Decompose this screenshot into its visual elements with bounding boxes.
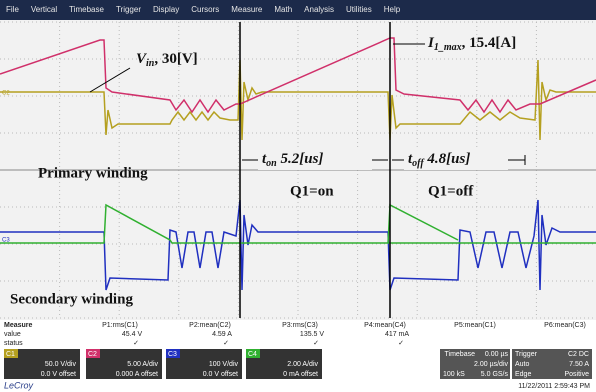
menu-item[interactable]: Math xyxy=(274,5,292,14)
menu-item[interactable]: Utilities xyxy=(346,5,372,14)
menu-item[interactable]: Vertical xyxy=(31,5,57,14)
channel-name: C2 xyxy=(88,351,97,358)
menu-item[interactable]: Cursors xyxy=(191,5,219,14)
scope-screen: File Vertical Timebase Trigger Display Cursor… xyxy=(0,0,596,392)
timebase-delay: 0.00 µs xyxy=(485,351,509,358)
measure-name: P5:mean(C1) xyxy=(454,322,496,329)
measure-table: P1:rms(C1) 45.4 V ✓ P2:mean(C2) 4.59 A ✓ P3:rm… xyxy=(102,322,586,347)
timebase-rate: 5.0 GS/s xyxy=(481,371,509,378)
measure-status: ✓ xyxy=(223,340,229,347)
measure-value: 417 mA xyxy=(385,331,409,338)
menu-item[interactable]: Analysis xyxy=(304,5,334,14)
brand: LeCroy xyxy=(4,380,34,390)
trigger-mode: Auto xyxy=(515,361,530,368)
menu-item[interactable]: Display xyxy=(153,5,179,14)
trigger-title: Trigger xyxy=(515,351,538,358)
channel-boxes: C1 50.0 V/div 0.0 V offset C2 5.00 A/div 0.00… xyxy=(4,349,322,379)
trace-label: C3 xyxy=(2,238,10,244)
measure-name: P4:mean(C4) xyxy=(364,322,406,329)
measure-status: ✓ xyxy=(398,340,404,347)
measure-value: 135.5 V xyxy=(300,331,324,338)
measure-value: 45.4 V xyxy=(122,331,143,338)
channel-name: C1 xyxy=(6,351,15,358)
trigger-level: 7.50 A xyxy=(569,361,589,368)
measure-value: 4.59 A xyxy=(212,331,232,338)
measure-row-label: status xyxy=(4,340,23,347)
channel-offset: 0.0 V offset xyxy=(41,371,76,378)
measure-title: Measure xyxy=(4,322,33,329)
measure-name: P2:mean(C2) xyxy=(189,322,231,329)
measure-status: ✓ xyxy=(133,340,139,347)
label-secondary: Secondary winding xyxy=(10,291,133,307)
channel-name: C3 xyxy=(168,351,177,358)
channel-offset: 0 mA offset xyxy=(283,371,318,378)
label-primary: Primary winding xyxy=(38,165,148,181)
timebase-div: 2.00 µs/div xyxy=(474,361,508,368)
trigger-source: C2 DC xyxy=(568,351,589,358)
channel-scale: 2.00 A/div xyxy=(287,361,318,368)
channel-offset: 0.000 A offset xyxy=(116,371,158,378)
channel-scale: 100 V/div xyxy=(209,361,239,368)
trigger-slope: Positive xyxy=(564,371,589,378)
measure-row-label: value xyxy=(4,331,21,338)
timebase-title: Timebase xyxy=(445,351,476,358)
annotation-vin: Vin, 30[V] xyxy=(136,51,198,69)
trace-label: C2 xyxy=(2,91,10,97)
timestamp: 11/22/2011 2:59:43 PM xyxy=(518,383,590,390)
timebase-samples: 100 kS xyxy=(443,371,465,378)
menu-item[interactable]: Trigger xyxy=(116,5,141,14)
measure-name: P1:rms(C1) xyxy=(102,322,138,329)
menu-item[interactable]: File xyxy=(6,5,19,14)
channel-name: C4 xyxy=(248,351,257,358)
channel-offset: 0.0 V offset xyxy=(203,371,238,378)
measure-name: P3:rms(C3) xyxy=(282,322,318,329)
channel-scale: 50.0 V/div xyxy=(45,361,77,368)
trigger-kind: Edge xyxy=(515,371,531,378)
label-q1-off: Q1=off xyxy=(428,183,474,199)
channel-scale: 5.00 A/div xyxy=(127,361,158,368)
menu-item[interactable]: Measure xyxy=(231,5,263,14)
label-q1-on: Q1=on xyxy=(290,183,334,199)
measure-status: ✓ xyxy=(313,340,319,347)
measure-name: P6:mean(C3) xyxy=(544,322,586,329)
menu-item[interactable]: Timebase xyxy=(69,5,104,14)
menu-item[interactable]: Help xyxy=(384,5,401,14)
